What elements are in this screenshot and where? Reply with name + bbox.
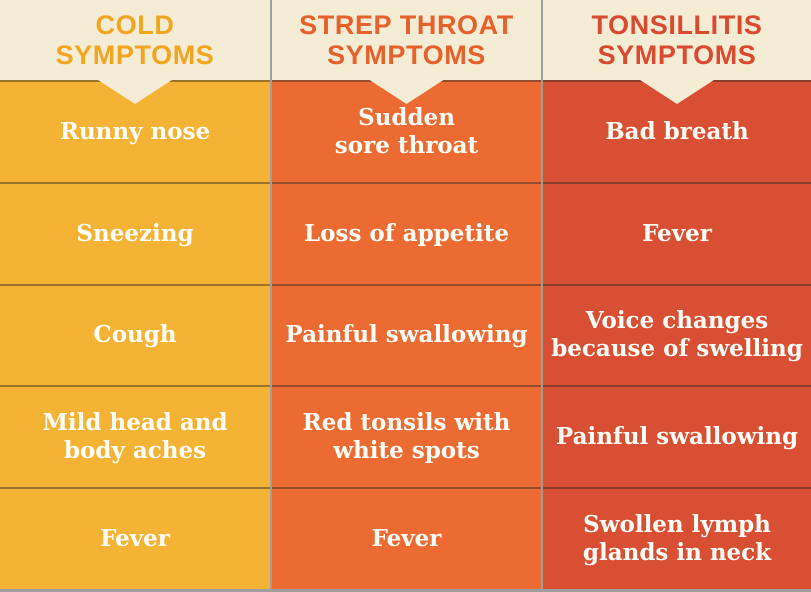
symptom-text: Sudden sore throat — [334, 103, 479, 159]
symptom-cell: Fever — [543, 181, 811, 284]
column-strep-throat-symptoms: STREP THROAT SYMPTOMS Sudden sore throat… — [270, 0, 541, 589]
symptom-cell: Cough — [0, 283, 270, 386]
symptom-text: Fever — [642, 219, 712, 247]
symptom-text: Cough — [93, 321, 177, 349]
symptom-text: Painful swallowing — [285, 321, 528, 349]
column-tonsillitis-symptoms: TONSILLITIS SYMPTOMS Bad breath Fever Vo… — [541, 0, 811, 589]
strep-header: STREP THROAT SYMPTOMS — [272, 0, 541, 80]
cold-rows: Runny nose Sneezing Cough Mild head and … — [0, 80, 270, 589]
tonsillitis-rows: Bad breath Fever Voice changes because o… — [543, 80, 811, 589]
symptom-text: Painful swallowing — [555, 423, 799, 451]
symptom-cell: Fever — [0, 487, 270, 589]
tonsillitis-header-title: TONSILLITIS SYMPTOMS — [591, 9, 763, 70]
symptom-cell: Mild head and body aches — [0, 385, 270, 487]
strep-header-title: STREP THROAT SYMPTOMS — [299, 9, 514, 70]
symptom-cell: Swollen lymph glands in neck — [543, 487, 811, 589]
symptom-text: Fever — [371, 525, 442, 553]
symptom-text: Bad breath — [605, 117, 749, 145]
symptom-text: Mild head and body aches — [42, 409, 228, 465]
symptom-text: Sneezing — [76, 219, 194, 247]
cold-header: COLD SYMPTOMS — [0, 0, 270, 80]
symptom-cell: Voice changes because of swelling — [543, 283, 811, 386]
symptom-text: Red tonsils with white spots — [302, 409, 511, 465]
tonsillitis-header: TONSILLITIS SYMPTOMS — [543, 0, 811, 80]
cold-header-title: COLD SYMPTOMS — [55, 9, 215, 70]
symptom-cell: Loss of appetite — [272, 181, 541, 284]
symptom-text: Voice changes because of swelling — [551, 307, 803, 363]
symptom-cell: Fever — [272, 487, 541, 589]
symptom-text: Runny nose — [59, 117, 211, 145]
symptom-cell: Red tonsils with white spots — [272, 385, 541, 487]
column-cold-symptoms: COLD SYMPTOMS Runny nose Sneezing Cough … — [0, 0, 270, 589]
symptom-cell: Painful swallowing — [543, 385, 811, 487]
symptom-cell: Painful swallowing — [272, 283, 541, 386]
strep-rows: Sudden sore throat Loss of appetite Pain… — [272, 80, 541, 589]
symptom-text: Swollen lymph glands in neck — [582, 511, 772, 567]
symptom-cell: Sneezing — [0, 181, 270, 284]
symptom-text: Fever — [100, 525, 170, 553]
symptom-text: Loss of appetite — [304, 219, 509, 247]
